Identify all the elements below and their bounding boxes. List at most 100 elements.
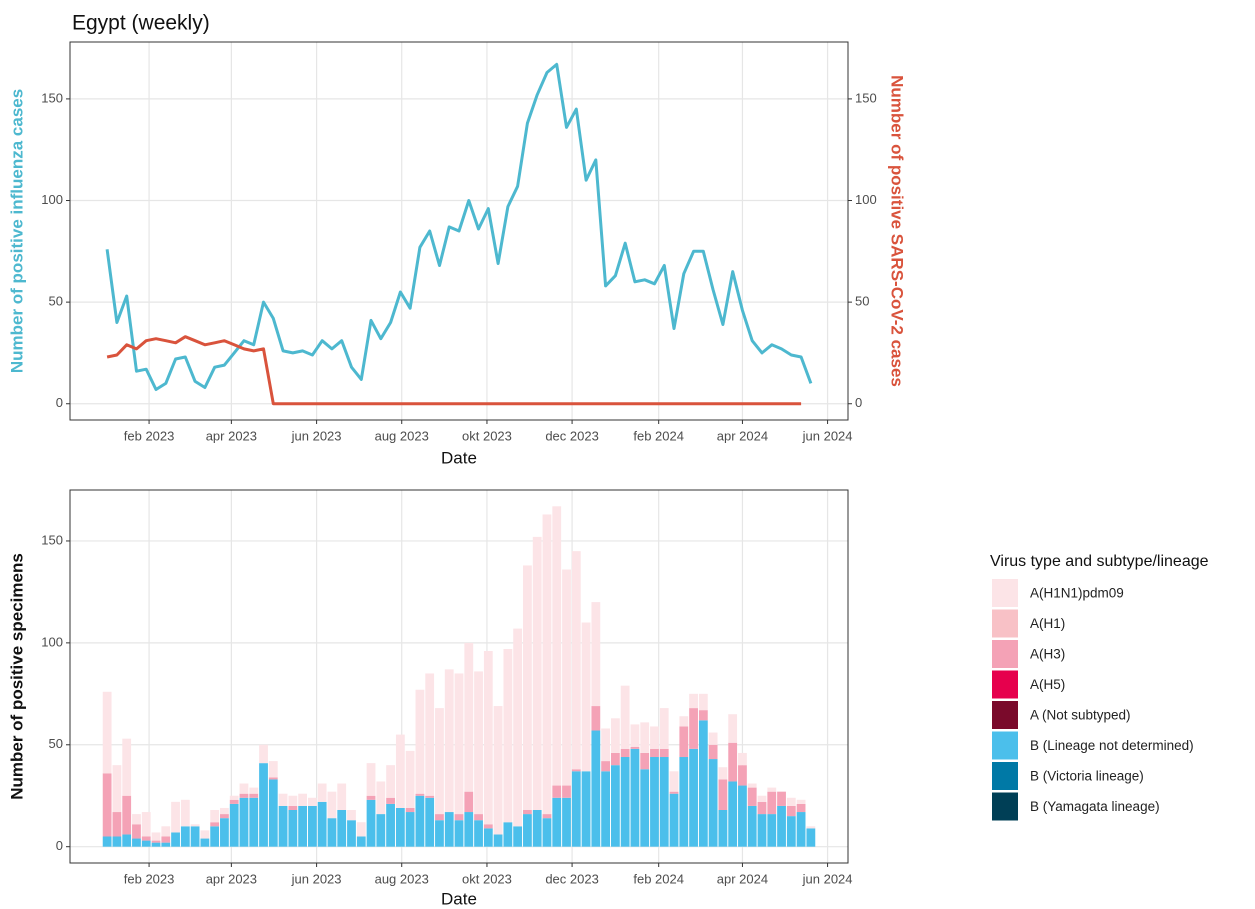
bar-segment (220, 814, 229, 819)
x-tick-label: jun 2024 (802, 428, 853, 443)
bar-segment (786, 797, 796, 806)
bar-segment (220, 807, 229, 815)
legend-key (992, 701, 1018, 729)
bar-segment (141, 840, 151, 847)
bar-segment (132, 824, 141, 839)
bar-segment (307, 805, 317, 847)
bar-segment (151, 832, 161, 841)
bar-segment (122, 738, 132, 796)
bar-segment (767, 787, 777, 792)
bar-segment (395, 734, 405, 808)
bar-segment (689, 693, 698, 709)
bar-segment (562, 797, 571, 847)
bar-segment (405, 807, 415, 813)
x-tick-label: apr 2023 (206, 428, 257, 443)
bar-segment (415, 795, 425, 847)
legend-label: A(H5) (1030, 677, 1065, 692)
bar-segment (259, 744, 268, 764)
legend-label: A(H1) (1030, 616, 1065, 631)
bar-segment (337, 810, 347, 847)
bar-segment (317, 801, 327, 847)
panel-border (69, 489, 849, 864)
bar-segment (708, 759, 718, 847)
bar-segment (151, 840, 161, 843)
bar-segment (141, 836, 151, 841)
bar-segment (640, 769, 650, 847)
bar-segment (796, 803, 806, 813)
x-tick-label: dec 2023 (545, 428, 599, 443)
bar-segment (757, 795, 767, 802)
bar-segment (454, 814, 464, 821)
bar-segment (728, 781, 738, 847)
bar-segment (571, 551, 581, 770)
bar-segment (464, 791, 474, 813)
bar-segment (171, 801, 180, 833)
x-tick-label: jun 2024 (802, 871, 853, 886)
legend-key (992, 670, 1018, 699)
bar-segment (640, 722, 650, 753)
legend-key (992, 579, 1018, 607)
bar-segment (679, 726, 689, 758)
bar-segment (435, 814, 444, 821)
bar-segment (366, 763, 376, 796)
bar-segment (415, 793, 425, 796)
bar-segment (444, 812, 454, 847)
bar-segment (278, 805, 288, 847)
bar-segment (298, 793, 308, 806)
bar-segment (180, 826, 190, 847)
bar-segment (102, 836, 112, 847)
bar-segment (444, 669, 454, 813)
line (106, 335, 802, 406)
bar-segment (552, 785, 562, 798)
bar-segment (122, 834, 132, 847)
bar-segment (747, 783, 757, 788)
bar-segment (747, 787, 757, 806)
bar-segment (425, 673, 435, 796)
bar-segment (796, 799, 806, 804)
bar-segment (601, 728, 611, 762)
bar-segment (249, 787, 259, 794)
bar-segment (532, 536, 542, 811)
y-tick-label: 0 (56, 838, 63, 853)
bar-segment (161, 826, 171, 837)
bar-segment (435, 820, 444, 847)
x-tick-label: aug 2023 (375, 871, 429, 886)
bar-segment (435, 708, 444, 815)
bar-segment (503, 648, 513, 823)
bar-segment (738, 785, 747, 847)
bar-segment (141, 812, 151, 837)
y2-tick-label: 50 (855, 294, 869, 309)
bar-segment (356, 836, 366, 847)
bar-segment (220, 818, 229, 847)
bar-segment (562, 569, 571, 786)
legend-key (992, 609, 1018, 638)
bar-segment (542, 818, 552, 847)
bar-segment (200, 830, 210, 839)
y-tick-label: 50 (49, 736, 63, 751)
bar-segment (132, 814, 141, 825)
bar-segment (591, 706, 601, 731)
bar-segment (229, 803, 239, 847)
bar-segment (268, 761, 278, 778)
bar-segment (288, 805, 298, 811)
y-axis-title: Number of positive specimens (7, 553, 26, 800)
bar-segment (698, 720, 708, 847)
bar-segment (210, 822, 220, 827)
x-tick-label: feb 2023 (124, 428, 175, 443)
y2-tick-label: 0 (855, 395, 862, 410)
bar-segment (454, 820, 464, 847)
bar-segment (650, 726, 659, 749)
legend-label: B (Victoria lineage) (1030, 769, 1144, 784)
bar-segment (786, 816, 796, 847)
bar-segment (503, 822, 513, 847)
bar-segment (591, 602, 601, 707)
bar-segment (718, 767, 728, 780)
x-tick-label: aug 2023 (375, 428, 429, 443)
bar-segment (386, 797, 395, 804)
bar-segment (151, 842, 161, 847)
bar-segment (738, 765, 747, 786)
bar-segment (806, 828, 816, 847)
bar-segment (610, 765, 620, 847)
bar-segment (689, 708, 698, 749)
bar-segment (738, 752, 747, 766)
